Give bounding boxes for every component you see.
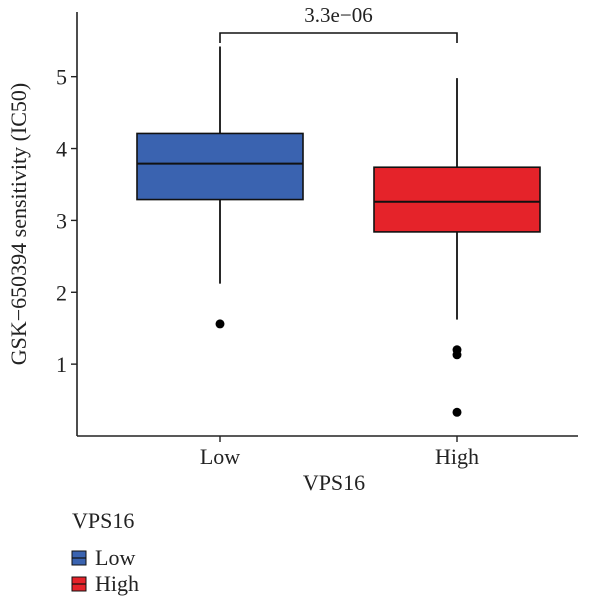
legend-label: High <box>95 571 139 596</box>
outlier-point <box>452 407 462 417</box>
legend-item-high: High <box>71 571 139 596</box>
y-tick-label: 4 <box>56 137 67 162</box>
legend-item-low: Low <box>71 545 135 570</box>
x-tick-label: High <box>435 444 479 469</box>
significance-annotation: 3.3e−06 <box>219 3 458 43</box>
box-group-low <box>136 46 304 329</box>
y-tick-label: 2 <box>56 280 67 305</box>
y-tick-label: 1 <box>56 352 67 377</box>
outlier-point <box>452 350 462 360</box>
significance-bracket <box>219 32 458 43</box>
y-axis-title: GSK−650394 sensitivity (IC50) <box>6 83 31 366</box>
box-body <box>136 132 304 201</box>
legend-title: VPS16 <box>72 508 134 533</box>
x-tick-label: Low <box>200 444 240 469</box>
box-body <box>373 166 541 233</box>
y-tick-label: 3 <box>56 208 67 233</box>
x-axis-title: VPS16 <box>303 470 365 495</box>
significance-label: 3.3e−06 <box>304 3 372 27</box>
box-group-high <box>373 78 541 417</box>
legend-label: Low <box>95 545 135 570</box>
y-tick-label: 5 <box>56 65 67 90</box>
axes: 1 2 3 4 5 Low High VPS16 GSK−650394 sensitivity … <box>6 12 578 495</box>
boxes <box>136 46 541 417</box>
outlier-point <box>215 319 225 329</box>
